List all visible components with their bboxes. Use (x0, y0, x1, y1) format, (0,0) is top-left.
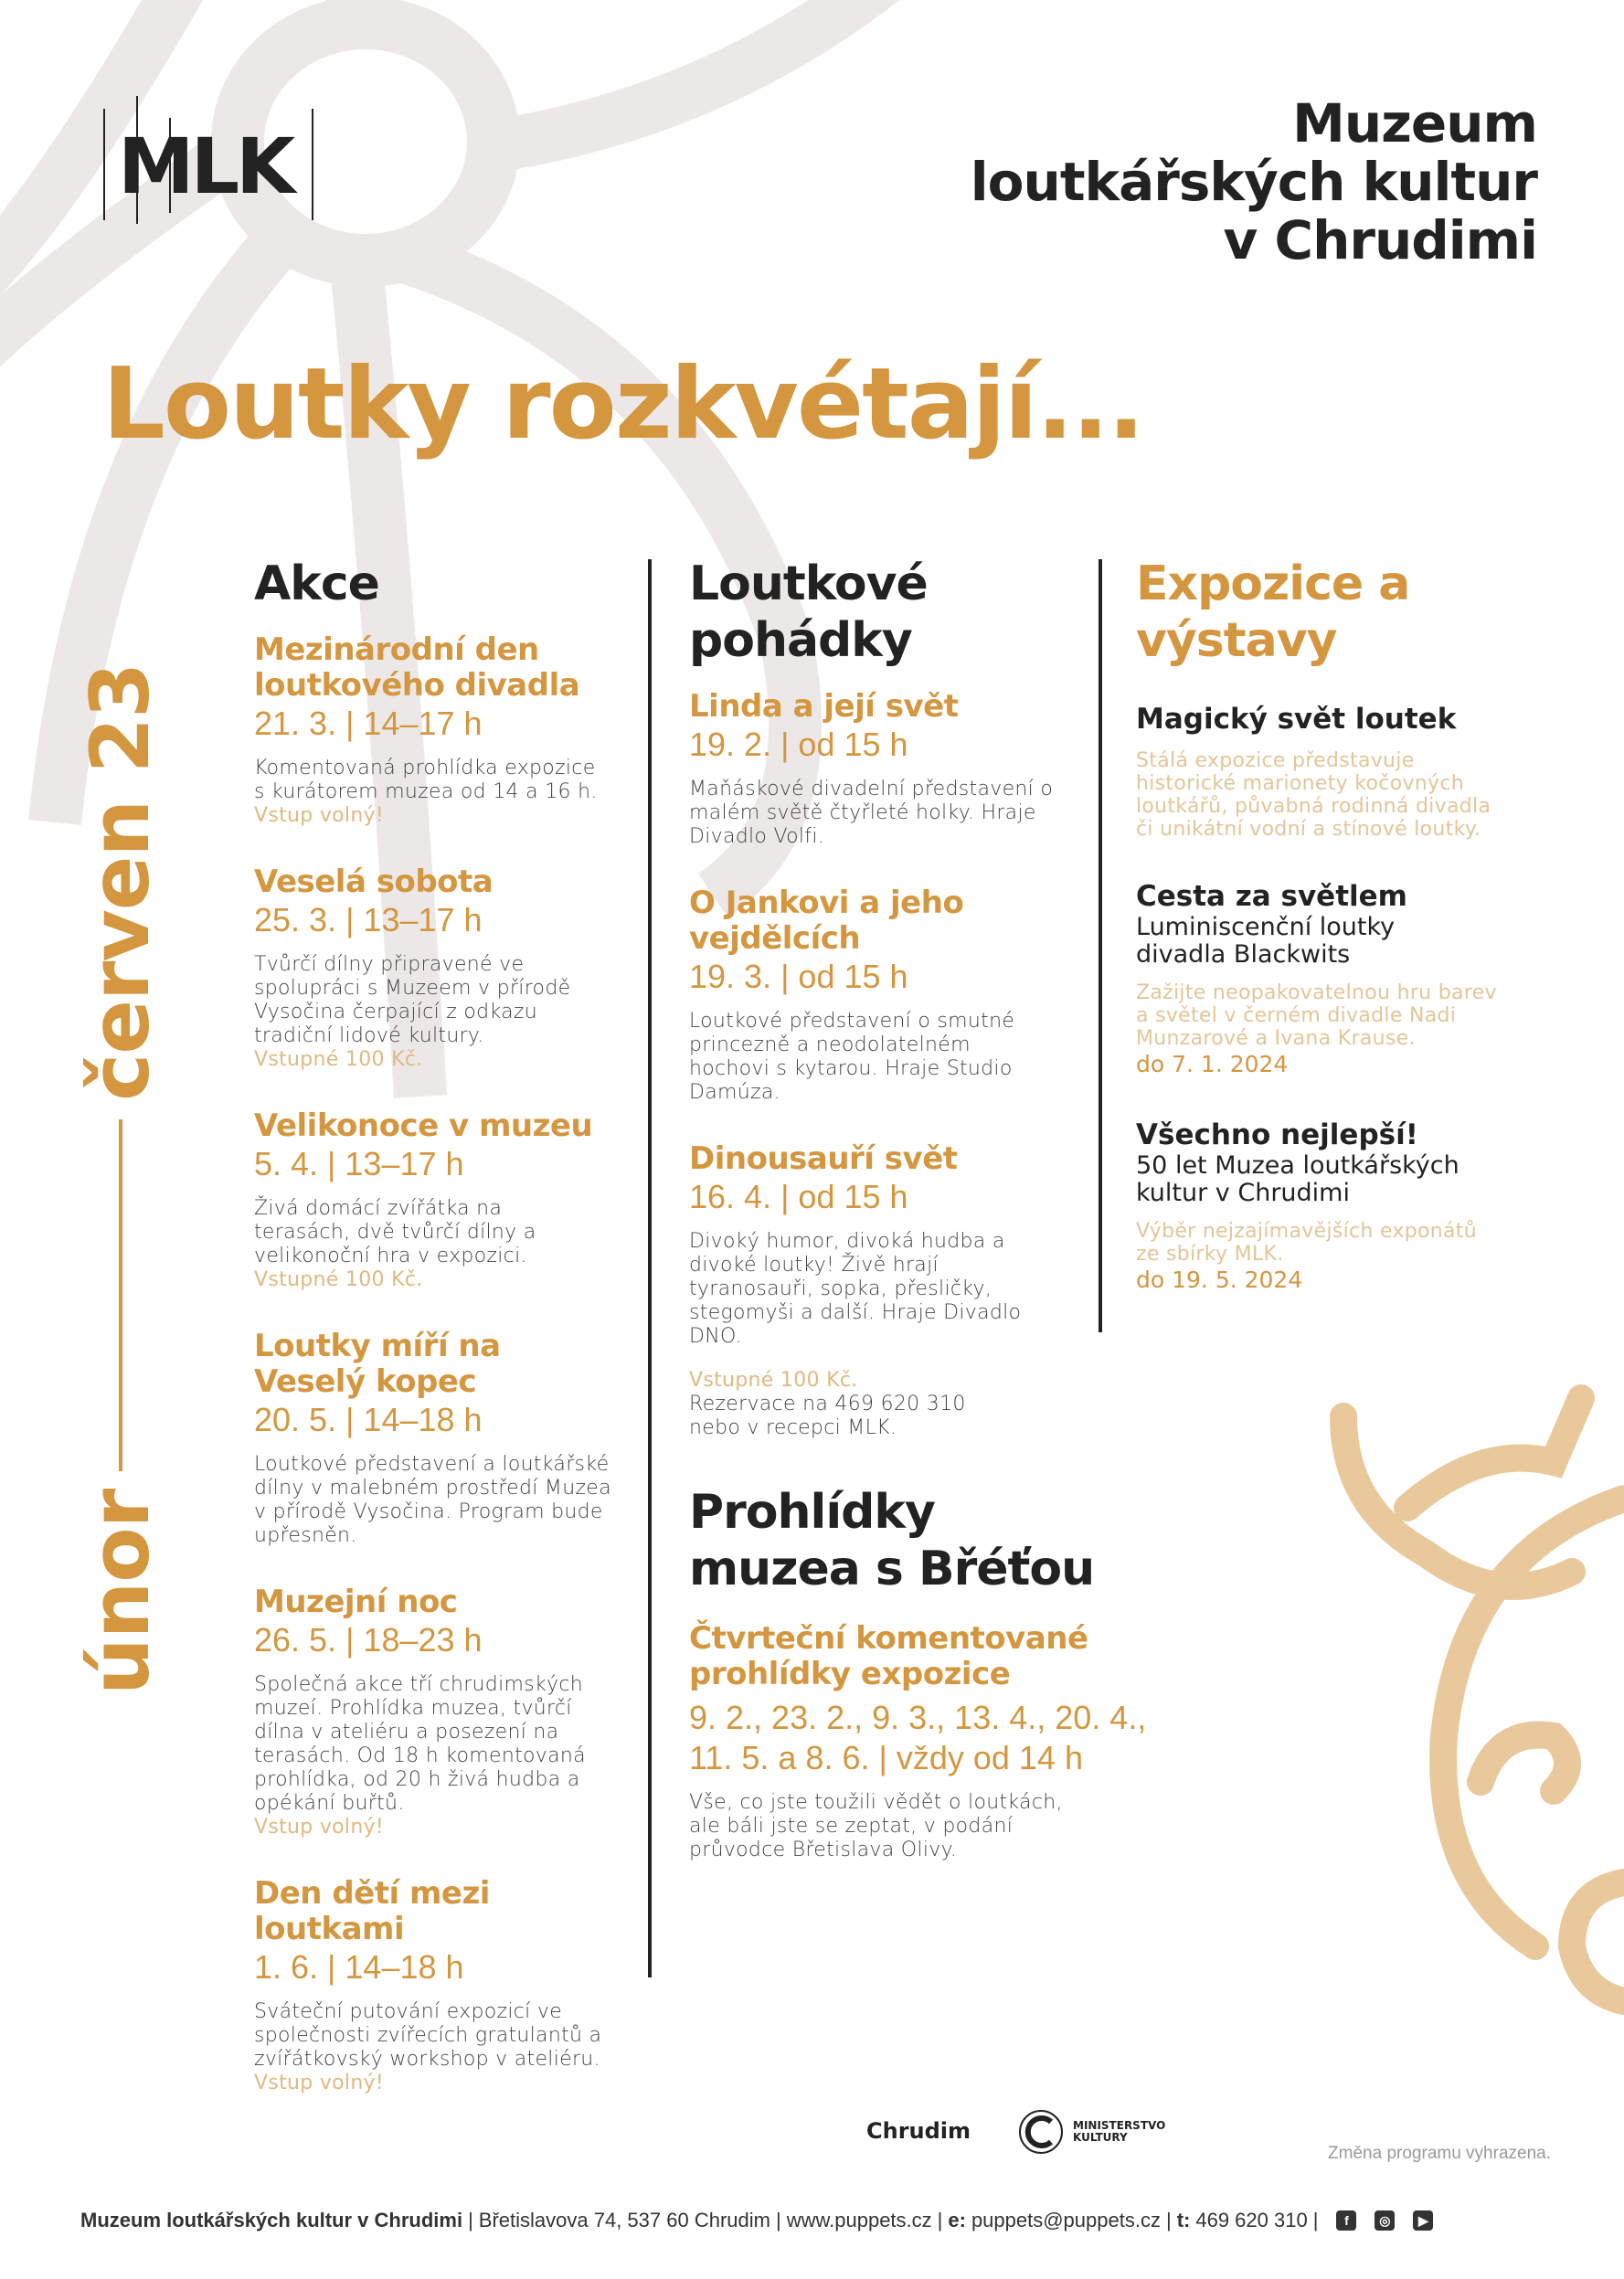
headline: Loutky rozkvétají... (102, 347, 1145, 461)
instagram-icon[interactable]: ◎ (1375, 2210, 1396, 2231)
museum-name: Muzeum loutkářských kultur v Chrudimi (970, 92, 1538, 271)
bull-ornament (1330, 1384, 1624, 2015)
column-pohadky: Loutkové pohádky Linda a její svět 19. 2.… (689, 556, 1147, 1899)
email-link[interactable]: puppets@puppets.cz (971, 2209, 1161, 2231)
period-label: únor červen 23 (73, 662, 167, 1695)
event: Veselá sobota 25. 3. | 13–17 h Tvůrčí díln… (254, 864, 571, 1072)
exhibition: Cesta za světlem Luminiscenční loutky div… (1136, 880, 1497, 1077)
chrudim-logo: Chrudim (866, 2118, 971, 2144)
footer-address: Břetislavova 74, 537 60 Chrudim (478, 2209, 770, 2231)
exhibition: Magický svět loutek Stálá expozice předst… (1136, 703, 1491, 841)
event: Muzejní noc 26. 5. | 18–23 h Společná akce… (254, 1584, 586, 1839)
mlk-logo: MLK (101, 96, 313, 224)
period-dash (118, 1118, 122, 1471)
website-link[interactable]: www.puppets.cz (786, 2209, 932, 2231)
phone-number: 469 620 310 (1195, 2209, 1308, 2231)
pohadky-heading: Loutkové pohádky (689, 556, 929, 668)
column-akce: Akce Mezinárodní den loutkového divadla 2… (254, 556, 638, 2132)
event: Den dětí mezi loutkami 1. 6. | 14–18 h Svá… (254, 1875, 602, 2095)
column-divider (648, 559, 652, 1977)
exhibition: Všechno nejlepší! 50 let Muzea loutkářský… (1136, 1118, 1477, 1293)
event: Mezinárodní den loutkového divadla 21. 3.… (254, 631, 598, 828)
disclaimer: Změna programu vyhrazena. (1328, 2144, 1551, 2163)
prohlidky-heading: Prohlídky muzea s Břéťou (689, 1485, 1095, 1596)
reservation-info: Vstupné 100 Kč. Rezervace na 469 620 310 … (689, 1369, 966, 1439)
ministry-logo: MINISTERSTVO KULTURY (1018, 2109, 1173, 2155)
tour: Čtvrteční komentované prohlídky expozice… (689, 1620, 1147, 1862)
footer-name: Muzeum loutkářských kultur v Chrudimi (80, 2209, 463, 2231)
event: O Jankovi a jeho vejdělcích 19. 3. | od 1… (689, 885, 1015, 1105)
event: Linda a její svět 19. 2. | od 15 h Maňásko… (689, 688, 1054, 849)
event: Velikonoce v muzeu 5. 4. | 13–17 h Živá do… (254, 1108, 593, 1292)
expozice-heading: Expozice a výstavy (1136, 556, 1410, 668)
column-expozice: Expozice a výstavy Magický svět loutek St… (1136, 556, 1538, 1333)
footer: Muzeum loutkářských kultur v Chrudimi | B… (80, 2209, 1434, 2232)
event: Dinousauří svět 16. 4. | od 15 h Divoký hu… (689, 1140, 1022, 1349)
ministry-emblem-icon (1019, 2110, 1063, 2154)
flower-ornament (0, 0, 900, 1098)
column-divider (1099, 559, 1102, 1332)
youtube-icon[interactable]: ▶ (1413, 2210, 1434, 2231)
facebook-icon[interactable]: f (1336, 2210, 1357, 2231)
akce-heading: Akce (254, 556, 380, 611)
event: Loutky míří na Veselý kopec 20. 5. | 14–1… (254, 1328, 611, 1548)
